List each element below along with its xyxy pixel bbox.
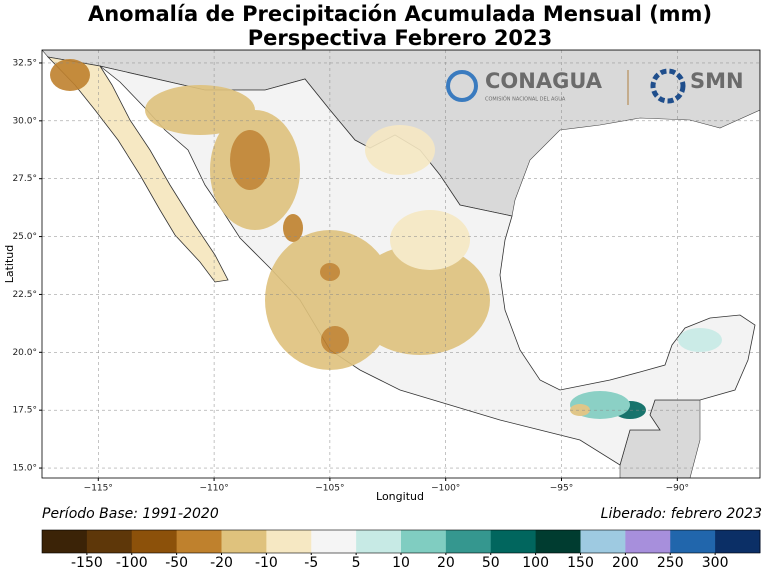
colorbar-segment: [311, 530, 357, 553]
colorbar-segment: [401, 530, 447, 553]
colorbar-label: -20: [210, 555, 233, 571]
colorbar-label: -50: [165, 555, 188, 571]
colorbar-label: 300: [702, 555, 729, 571]
x-axis-label: Longitud: [376, 490, 424, 503]
logo-conagua: CONAGUA: [485, 69, 603, 93]
colorbar-segment: [221, 530, 267, 553]
release-date: Liberado: febrero 2023: [601, 506, 762, 522]
colorbar-segment: [42, 530, 88, 553]
title: Anomalía de Precipitación Acumulada Mens…: [88, 2, 712, 26]
y-tick-label: 30.0°: [12, 116, 37, 126]
colorbar-label: 250: [657, 555, 684, 571]
base-period: Período Base: 1991-2020: [42, 506, 219, 522]
colorbar: -150 -100 -50 -20 -10 -5 5 10 20 50 100 150 200 250 30…: [41, 529, 761, 571]
colorbar-label: -100: [116, 555, 148, 571]
subtitle: Perspectiva Febrero 2023: [248, 26, 553, 50]
frame: [41, 49, 761, 479]
colorbar-label: -10: [255, 555, 278, 571]
colorbar-label: 5: [352, 555, 361, 571]
colorbar-segment: [535, 530, 581, 553]
colorbar-label: 10: [392, 555, 410, 571]
colorbar-label: 200: [612, 555, 639, 571]
colorbar-segment: [625, 530, 671, 553]
colorbar-segment: [580, 530, 626, 553]
y-tick-label: 22.5°: [12, 290, 37, 300]
colorbar-segment: [131, 530, 178, 553]
colorbar-segment: [356, 530, 402, 553]
x-tick-label: −90°: [666, 484, 690, 494]
y-axis-label: Latitud: [3, 245, 16, 284]
y-tick-label: 27.5°: [12, 174, 37, 184]
x-tick-label: −105°: [315, 484, 344, 494]
colorbar-segment: [715, 530, 761, 553]
y-tick-label: 17.5°: [12, 406, 37, 416]
colorbar-label: 100: [522, 555, 549, 571]
colorbar-label: 150: [567, 555, 594, 571]
colorbar-segment: [266, 530, 312, 553]
colorbar-label: 50: [482, 555, 500, 571]
x-tick-label: −95°: [550, 484, 574, 494]
x-tick-label: −100°: [431, 484, 460, 494]
colorbar-label: -5: [304, 555, 318, 571]
x-tick-label: −110°: [199, 484, 228, 494]
logo: CONAGUA COMISIÓN NACIONAL DEL AGUA SMN: [446, 68, 744, 105]
colorbar-segment: [176, 530, 222, 553]
grid: [42, 50, 760, 478]
y-tick-label: 25.0°: [12, 232, 37, 242]
y-tick-label: 15.0°: [12, 464, 37, 474]
y-tick-label: 20.0°: [12, 348, 37, 358]
x-tick-label: −115°: [84, 484, 113, 494]
y-tick-label: 32.5°: [12, 58, 37, 68]
colorbar-label: -150: [71, 555, 103, 571]
map: CONAGUA COMISIÓN NACIONAL DEL AGUA SMN L…: [3, 49, 761, 503]
colorbar-segment: [86, 530, 133, 553]
logo-conagua-sub: COMISIÓN NACIONAL DEL AGUA: [485, 96, 566, 103]
anomaly-shading: [50, 59, 722, 419]
colorbar-segment: [445, 530, 492, 553]
colorbar-segment: [670, 530, 716, 553]
baja-california: [46, 56, 229, 283]
colorbar-segment: [490, 530, 537, 553]
logo-smn: SMN: [690, 69, 744, 93]
colorbar-label: 20: [437, 555, 455, 571]
